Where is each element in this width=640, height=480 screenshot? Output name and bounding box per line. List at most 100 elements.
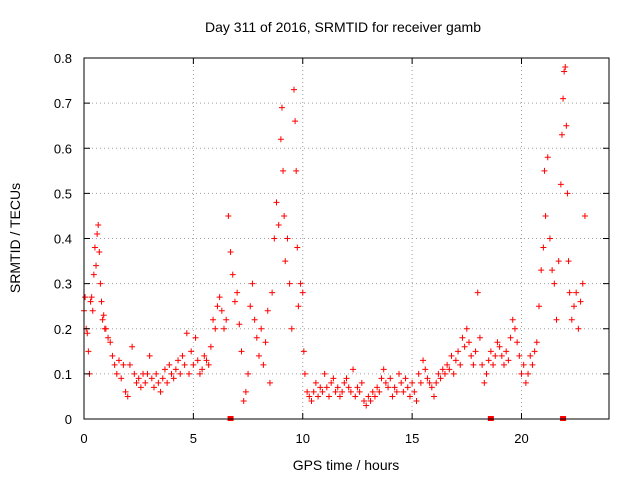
data-point xyxy=(498,352,505,359)
data-point xyxy=(221,325,227,332)
data-point xyxy=(387,375,394,382)
data-point xyxy=(84,330,91,337)
data-point xyxy=(95,221,102,228)
data-point xyxy=(188,348,195,355)
data-point xyxy=(82,294,89,301)
data-point xyxy=(494,339,501,346)
data-point xyxy=(435,370,442,377)
axis-ticks: 0 0.1 0.2 0.3 0.4 0.5 0.6 0.7 0.8 0 5 10 15 20 xyxy=(54,51,609,446)
data-point xyxy=(466,339,472,346)
data-point xyxy=(398,379,405,386)
data-point xyxy=(420,357,427,364)
data-point xyxy=(271,235,278,242)
data-point xyxy=(315,393,322,400)
data-point xyxy=(328,379,335,386)
data-point xyxy=(281,212,288,219)
data-point xyxy=(249,280,256,287)
data-point xyxy=(109,352,116,359)
data-point xyxy=(380,366,387,373)
data-point xyxy=(194,357,201,364)
data-point xyxy=(433,379,440,386)
data-point xyxy=(496,343,503,350)
y-tick-label: 0.7 xyxy=(54,96,72,111)
data-point xyxy=(485,357,492,364)
data-point xyxy=(555,258,562,265)
data-point xyxy=(183,330,190,337)
data-point xyxy=(175,357,182,364)
data-point xyxy=(476,334,483,341)
data-point xyxy=(170,375,177,382)
data-point xyxy=(146,352,153,359)
data-point xyxy=(205,361,212,368)
data-point xyxy=(431,393,437,400)
data-point xyxy=(402,375,409,382)
data-point xyxy=(120,361,127,368)
data-point xyxy=(544,154,551,161)
data-point xyxy=(334,384,341,391)
data-point xyxy=(133,379,140,386)
data-point xyxy=(96,249,103,256)
data-point xyxy=(356,388,363,395)
data-point xyxy=(168,370,175,377)
data-point xyxy=(558,131,565,138)
data-point xyxy=(575,325,582,332)
data-point xyxy=(354,384,361,391)
data-point xyxy=(409,379,416,386)
data-point xyxy=(540,244,547,251)
data-point xyxy=(94,230,101,237)
data-point xyxy=(339,388,346,395)
data-point xyxy=(212,325,219,332)
data-point xyxy=(201,352,208,359)
data-point xyxy=(527,352,534,359)
data-point xyxy=(177,370,184,377)
data-point xyxy=(514,339,521,346)
data-point xyxy=(516,352,523,359)
data-point xyxy=(102,325,109,332)
y-axis-title: SRMTID / TECUs xyxy=(7,183,23,293)
data-point xyxy=(294,244,301,251)
data-point xyxy=(253,334,260,341)
data-point xyxy=(142,379,149,386)
data-point xyxy=(203,357,210,364)
data-point xyxy=(411,388,418,395)
data-point xyxy=(148,375,155,382)
data-point xyxy=(88,294,95,301)
data-point xyxy=(89,307,96,314)
y-tick-label: 0.4 xyxy=(54,232,72,247)
data-point xyxy=(450,370,457,377)
data-point xyxy=(126,361,133,368)
data-point xyxy=(557,181,564,188)
x-tick-label: 5 xyxy=(190,431,197,446)
data-point xyxy=(385,384,392,391)
data-point xyxy=(509,316,516,323)
data-point xyxy=(541,167,548,174)
data-point xyxy=(129,343,136,350)
data-point xyxy=(295,303,302,310)
x-axis-title: GPS time / hours xyxy=(293,457,400,473)
data-point xyxy=(461,343,468,350)
data-point xyxy=(122,388,129,395)
data-point xyxy=(251,316,258,323)
data-point xyxy=(374,384,381,391)
data-point xyxy=(531,348,538,355)
data-point xyxy=(277,136,284,143)
data-point xyxy=(155,379,162,386)
data-point xyxy=(137,384,144,391)
data-point xyxy=(256,352,262,359)
data-point xyxy=(85,348,92,355)
data-point xyxy=(210,316,217,323)
data-point xyxy=(529,361,536,368)
data-point xyxy=(487,348,494,355)
data-point xyxy=(190,361,197,368)
data-point xyxy=(242,388,249,395)
data-point xyxy=(264,307,271,314)
data-point xyxy=(579,280,586,287)
data-point xyxy=(503,348,510,355)
data-point xyxy=(378,375,385,382)
data-point xyxy=(216,294,223,301)
data-point xyxy=(341,379,348,386)
data-point xyxy=(389,393,396,400)
data-point xyxy=(317,384,324,391)
data-point xyxy=(312,379,319,386)
